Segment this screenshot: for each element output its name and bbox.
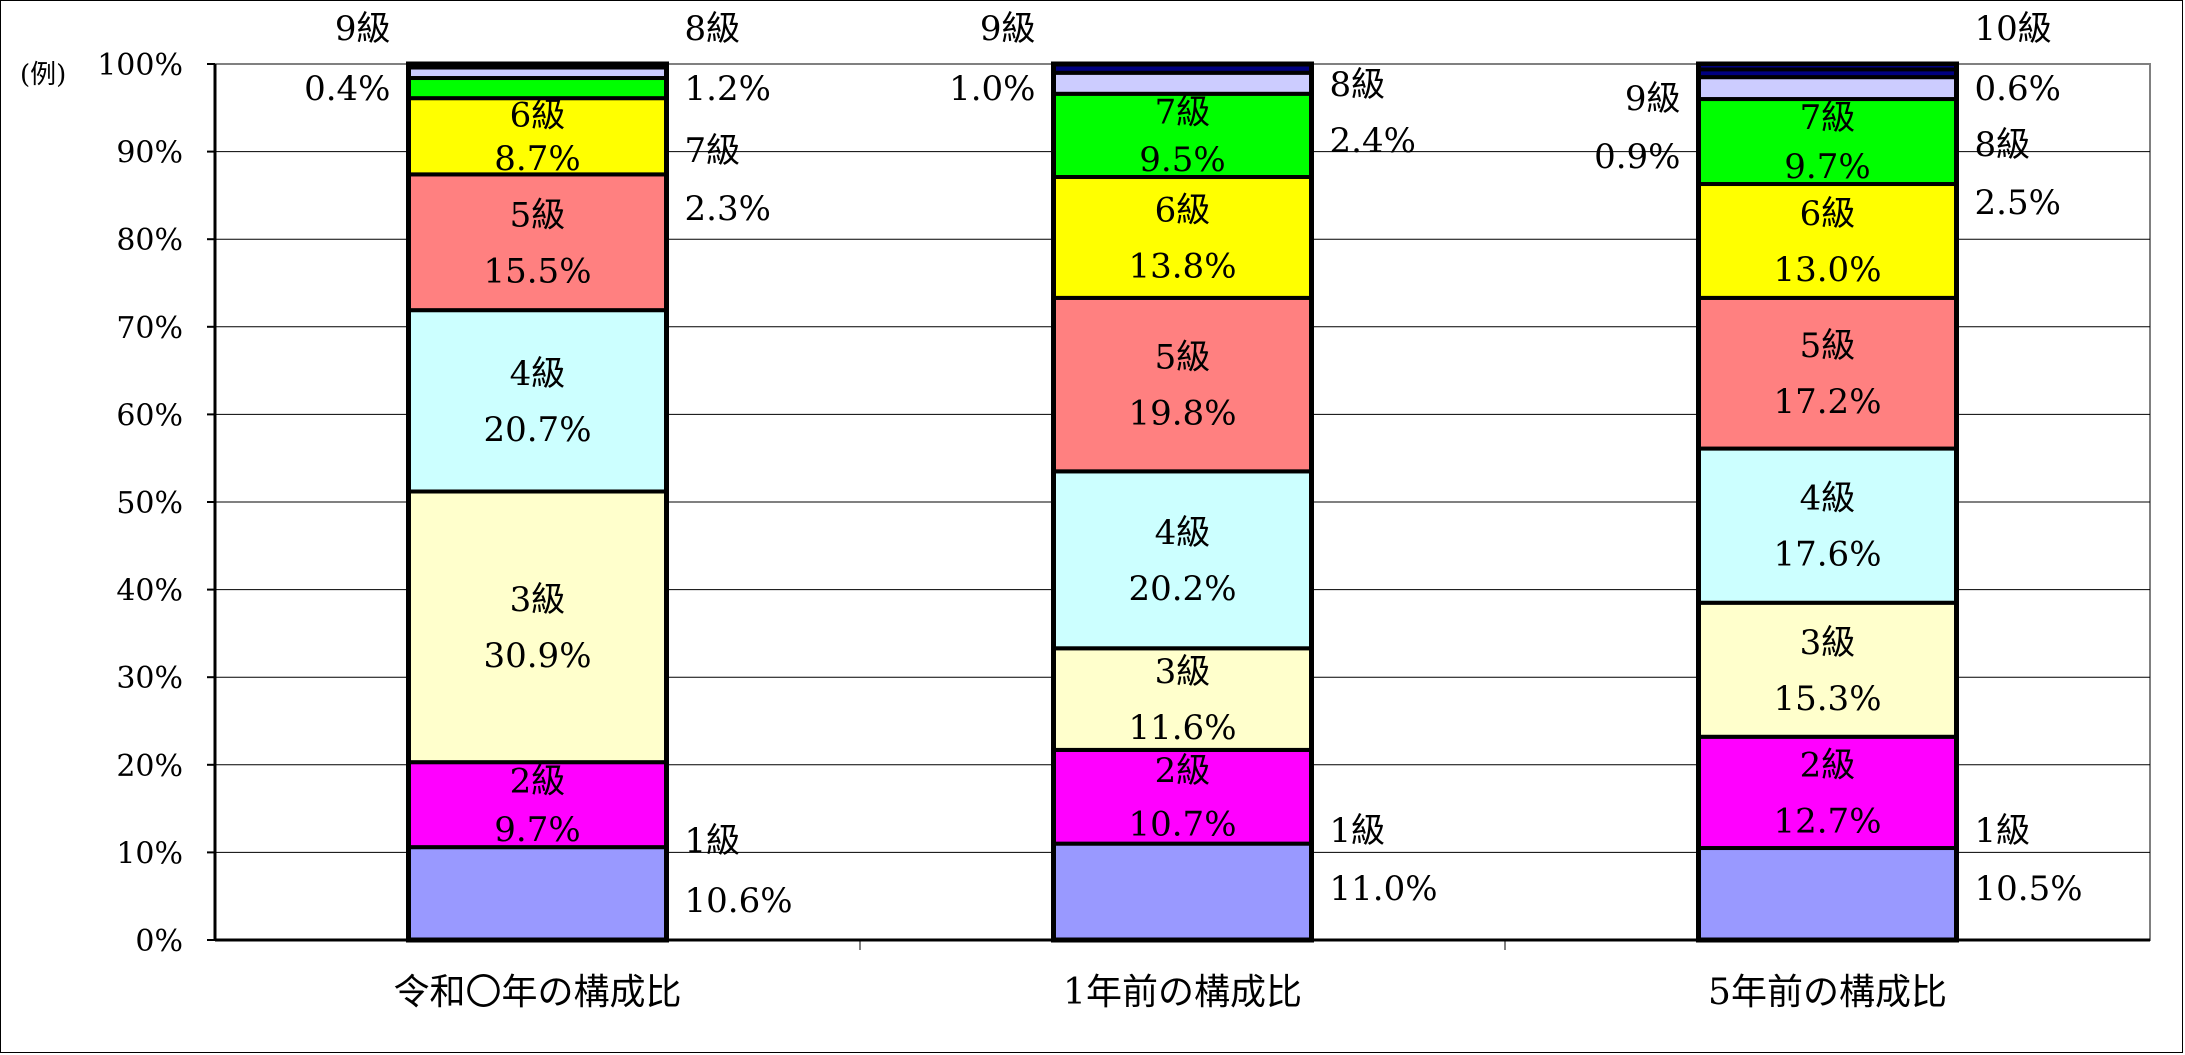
y-tick-label: 80% (116, 223, 183, 258)
data-label: 2.3% (685, 189, 771, 229)
bar-segment (406, 489, 669, 765)
segment-label: 3級 (1155, 652, 1211, 692)
segment-label: 9級 (1625, 79, 1681, 119)
bar-segment (1051, 175, 1314, 300)
data-label: 2.5% (1975, 183, 2061, 223)
bar-segment (1051, 841, 1314, 943)
bar-segment (1051, 70, 1314, 96)
y-tick-label: 90% (116, 136, 183, 171)
data-label: 10.7% (1128, 805, 1236, 845)
segment-label: 8級 (1975, 125, 2031, 165)
segment-label: 8級 (685, 9, 741, 49)
segment-label: 5級 (510, 195, 566, 235)
bar-segment (406, 845, 669, 942)
segment-label: 6級 (1800, 194, 1856, 234)
y-tick-label: 30% (116, 661, 183, 696)
bar-segment (406, 308, 669, 494)
data-label: 9.7% (1784, 147, 1870, 187)
segment-label: 4級 (1800, 479, 1856, 519)
y-tick-label: 40% (116, 574, 183, 609)
data-label: 30.9% (483, 636, 591, 676)
data-label: 0.4% (304, 69, 390, 109)
bar-segment (1696, 600, 1959, 739)
segment-label: 5級 (1800, 326, 1856, 366)
segment-label: 9級 (335, 9, 391, 49)
data-label: 13.8% (1128, 246, 1236, 286)
x-category-label: 令和〇年の構成比 (393, 972, 681, 1013)
bar-segment (1051, 646, 1314, 752)
segment-label: 1級 (1330, 811, 1386, 851)
bar-segment (1696, 295, 1959, 451)
y-tick-label: 0% (135, 924, 183, 959)
bar-segment (1051, 469, 1314, 651)
segment-label: 1級 (685, 821, 741, 861)
segment-label: 6級 (1155, 190, 1211, 230)
data-label: 20.7% (483, 410, 591, 450)
data-label: 17.2% (1773, 382, 1881, 422)
y-tick-label: 50% (116, 486, 183, 521)
y-tick-label: 70% (116, 311, 183, 346)
data-label: 9.5% (1139, 140, 1225, 180)
y-tick-label: 10% (116, 836, 183, 871)
bar-segment (1051, 295, 1314, 474)
bar-segment (406, 76, 669, 101)
segment-label: 10級 (1975, 9, 2052, 49)
x-category-label: 1年前の構成比 (1063, 972, 1302, 1013)
bar-segment (1696, 182, 1959, 300)
data-label: 19.8% (1128, 394, 1236, 434)
data-label: 12.7% (1773, 801, 1881, 841)
y-tick-label: 60% (116, 398, 183, 433)
data-label: 15.5% (483, 251, 591, 291)
y-tick-label: 20% (116, 749, 183, 784)
bar-outline (1051, 61, 1314, 943)
segment-label: 6級 (510, 95, 566, 135)
segment-label: 3級 (1800, 623, 1856, 663)
legend-note: (例) (20, 60, 66, 90)
segment-label: 2級 (1155, 751, 1211, 791)
data-label: 8.7% (494, 139, 580, 179)
segment-label: 4級 (510, 354, 566, 394)
data-label: 10.5% (1975, 869, 2083, 909)
bar-segment (1696, 846, 1959, 943)
segment-label: 7級 (685, 131, 741, 171)
data-label: 11.6% (1128, 708, 1236, 748)
data-label: 15.3% (1773, 679, 1881, 719)
data-label: 10.6% (685, 881, 793, 921)
segment-label: 7級 (1800, 98, 1856, 138)
data-label: 9.7% (494, 810, 580, 850)
segment-label: 5級 (1155, 338, 1211, 378)
data-label: 17.6% (1773, 535, 1881, 575)
y-tick-label: 100% (97, 48, 183, 83)
data-label: 0.9% (1594, 137, 1680, 177)
segment-label: 9級 (980, 9, 1036, 49)
bar-segment (406, 96, 669, 177)
data-label: 2.4% (1330, 121, 1416, 161)
data-label: 1.0% (949, 69, 1035, 109)
data-label: 20.2% (1128, 569, 1236, 609)
x-category-label: 5年前の構成比 (1708, 972, 1947, 1013)
bar-outline (406, 61, 669, 943)
data-label: 1.2% (685, 69, 771, 109)
segment-label: 3級 (510, 580, 566, 620)
segment-label: 2級 (1800, 745, 1856, 785)
data-label: 11.0% (1330, 869, 1438, 909)
segment-label: 2級 (510, 761, 566, 801)
bar-outline (1696, 61, 1959, 943)
segment-label: 4級 (1155, 513, 1211, 553)
segment-label: 1級 (1975, 811, 2031, 851)
data-label: 0.6% (1975, 69, 2061, 109)
segment-label: 8級 (1330, 65, 1386, 105)
bar-segment (1696, 75, 1959, 102)
segment-label: 7級 (1155, 93, 1211, 133)
data-label: 13.0% (1773, 250, 1881, 290)
bar-segment (1696, 446, 1959, 605)
